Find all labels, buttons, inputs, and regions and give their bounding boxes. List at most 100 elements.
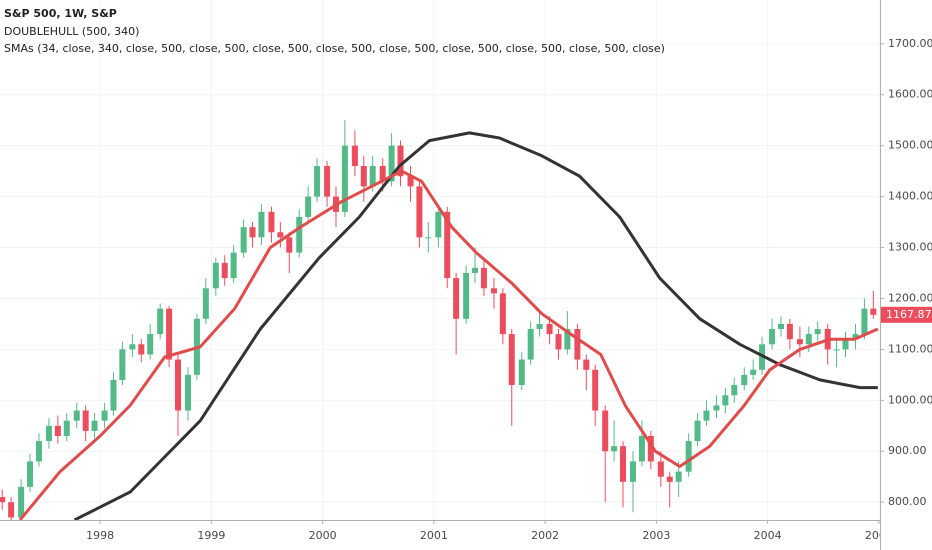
candle-body (713, 405, 720, 411)
candle-body (230, 252, 237, 279)
candle-body (305, 196, 312, 217)
x-tick-label: 2004 (754, 529, 782, 542)
candle-body (842, 339, 849, 350)
candle-body (91, 420, 98, 431)
candle-body (18, 486, 25, 518)
candle-body (314, 166, 321, 197)
candle-body (175, 359, 182, 411)
legend-entry: DOUBLEHULL (500, 340) (4, 25, 139, 38)
candle-body (35, 441, 42, 462)
candle-body (666, 476, 673, 482)
candle-body (249, 227, 256, 238)
grid (0, 0, 880, 520)
candle-body (268, 211, 275, 233)
candle-body (620, 446, 627, 482)
candle-body (796, 339, 803, 345)
candle-body (602, 410, 609, 452)
candle-body (54, 425, 61, 436)
y-tick-label: 1300.00 (888, 241, 932, 254)
candle-body (240, 227, 247, 253)
candle-body (555, 334, 562, 350)
candle-body (546, 323, 553, 335)
last-price-label: 1167.87 (886, 308, 932, 321)
candle-body (221, 262, 228, 279)
candle-body (870, 308, 877, 315)
candle-body (101, 410, 108, 421)
candle-body (45, 425, 52, 442)
candle-body (638, 435, 645, 462)
x-tick-label: 2002 (531, 529, 559, 542)
candle-body (202, 288, 209, 319)
candle-body (212, 262, 219, 289)
candle-body (138, 344, 145, 355)
y-tick-label: 1600.00 (888, 88, 932, 101)
x-tick-label: 2000 (309, 529, 337, 542)
candle-body (277, 232, 284, 238)
candle-body (833, 349, 840, 351)
x-tick-label: 2001 (420, 529, 448, 542)
candle-body (861, 308, 868, 335)
candle-body (630, 461, 637, 482)
candle-body (777, 323, 784, 330)
candle-body (0, 497, 6, 503)
candle-body (490, 288, 497, 294)
x-tick-label: 2003 (642, 529, 670, 542)
chart-title: S&P 500, 1W, S&P (4, 7, 117, 20)
candle-body (341, 145, 348, 212)
candle-body (453, 278, 460, 319)
candle-body (750, 369, 757, 375)
y-tick-label: 1100.00 (888, 342, 932, 355)
candle-body (508, 334, 515, 386)
candle-body (110, 379, 117, 411)
candle-body (574, 329, 581, 360)
candle-body (351, 145, 358, 167)
candle-body (463, 272, 470, 319)
candle-body (444, 211, 451, 279)
candle-body (703, 410, 710, 421)
candle-body (805, 334, 812, 345)
candle-body (296, 216, 303, 253)
candle-body (157, 308, 164, 335)
candle-body (147, 334, 154, 355)
y-axis-panel (880, 0, 932, 550)
y-tick-label: 1200.00 (888, 291, 932, 304)
y-tick-label: 1700.00 (888, 37, 932, 50)
candle-body (8, 502, 15, 518)
x-tick-label: 1999 (197, 529, 225, 542)
plot (0, 120, 879, 520)
indicator-line (18, 169, 879, 520)
y-tick-label: 900.00 (888, 444, 927, 457)
y-tick-label: 1400.00 (888, 190, 932, 203)
candle-body (499, 293, 506, 335)
candle-body (852, 334, 859, 340)
candle-body (286, 237, 293, 253)
candle-body (675, 471, 682, 482)
candle-body (731, 385, 738, 396)
candle-body (258, 211, 265, 238)
candle-body (185, 374, 192, 411)
candle-body (480, 267, 487, 289)
candle-body (360, 166, 367, 187)
candle-body (166, 308, 173, 360)
candle-body (407, 176, 414, 187)
candle-body (388, 145, 395, 182)
candle-body (518, 359, 525, 386)
candle-body (741, 374, 748, 386)
y-tick-label: 800.00 (888, 495, 927, 508)
candle-body (527, 329, 534, 360)
y-tick-label: 1500.00 (888, 139, 932, 152)
candle-body (397, 145, 404, 177)
candle-body (611, 446, 618, 452)
candle-body (647, 435, 654, 462)
candle-body (472, 267, 479, 273)
y-axis: 800.00 900.00 1000.00 1100.00 1200.00 1300.00… (880, 37, 932, 508)
candle-body (369, 166, 376, 187)
candle-body (814, 329, 821, 335)
candle-body (435, 211, 442, 238)
candle-body (425, 237, 432, 239)
candle-body (73, 410, 80, 421)
candle-body (27, 461, 34, 487)
y-tick-label: 1000.00 (888, 393, 932, 406)
indicator-line (73, 131, 878, 520)
